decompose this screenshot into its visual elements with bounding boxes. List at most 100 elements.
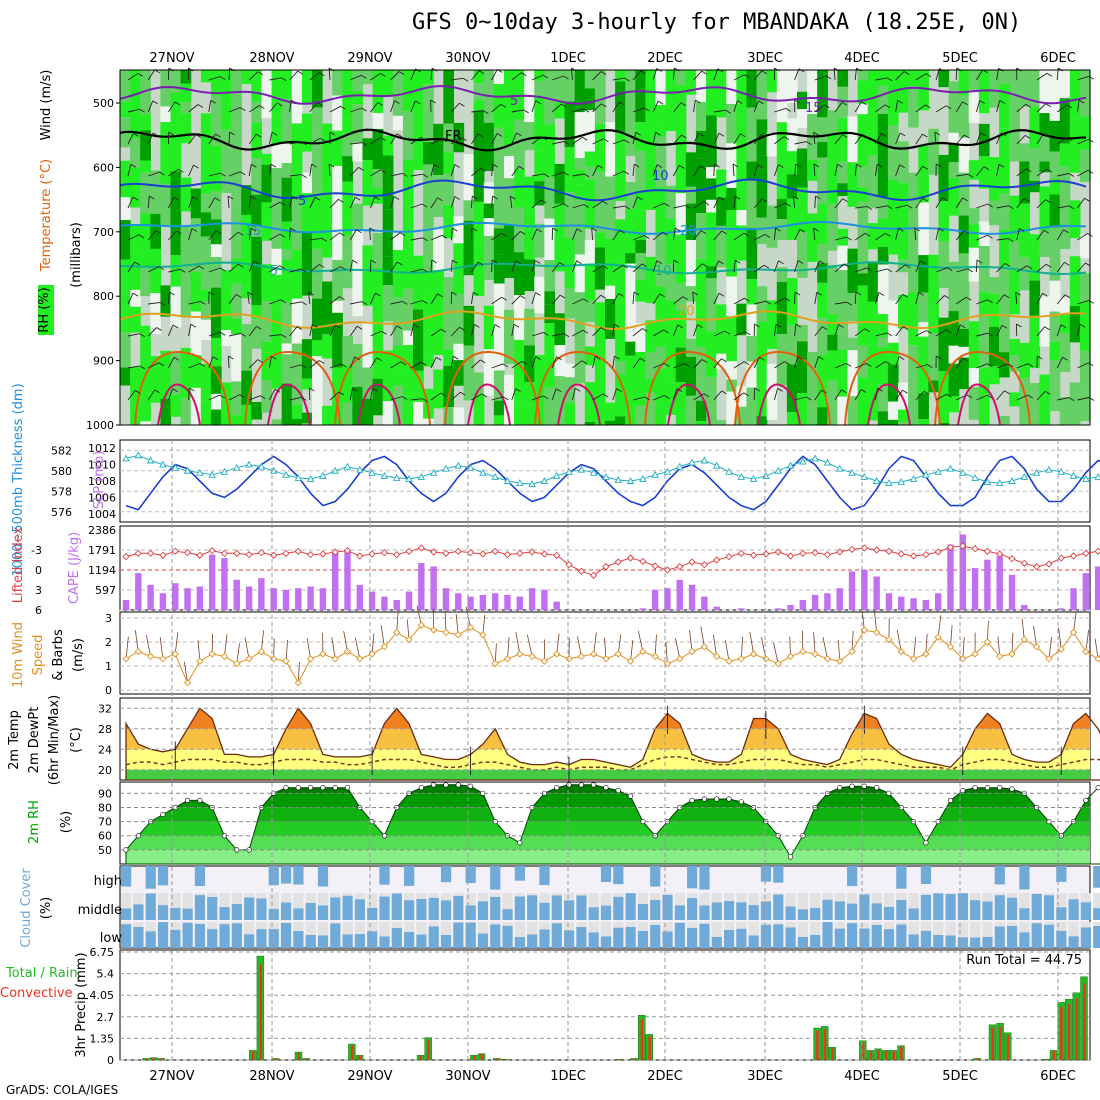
wind-barb-flag bbox=[430, 99, 436, 104]
wind-barb bbox=[531, 292, 536, 305]
lifted-index-line-marker bbox=[996, 550, 1004, 558]
cloud-cell bbox=[231, 903, 242, 920]
precip-conv-bar bbox=[884, 1051, 888, 1060]
cloud-cell bbox=[514, 937, 525, 948]
wind-barb bbox=[1036, 72, 1048, 81]
slp-tick-label: 1008 bbox=[88, 475, 116, 488]
wind-barb-flag bbox=[1064, 262, 1070, 266]
thickness-line-marker bbox=[725, 467, 733, 475]
cloud-cell bbox=[588, 907, 599, 920]
wind-barb bbox=[450, 137, 462, 145]
wind-barb-flag bbox=[354, 196, 361, 201]
wind-barb bbox=[1036, 168, 1048, 177]
wind-barb bbox=[471, 133, 479, 145]
lifted-index-line-marker bbox=[134, 549, 142, 557]
contour-25 bbox=[244, 350, 341, 426]
wind-barb-flag bbox=[795, 163, 802, 168]
cloud-cell bbox=[428, 926, 439, 948]
wind-barb-flag bbox=[1008, 238, 1014, 242]
cloud-cell bbox=[182, 908, 193, 920]
precip-conv-bar bbox=[472, 1055, 476, 1060]
rh-cell bbox=[483, 182, 495, 204]
cloud-cell bbox=[477, 933, 489, 948]
rh-cell bbox=[160, 285, 172, 303]
cloud-cell bbox=[1043, 924, 1055, 948]
rh-cell bbox=[1039, 207, 1051, 231]
pressure-tick-label: 600 bbox=[93, 161, 114, 174]
lifted-index-line-marker bbox=[1008, 555, 1016, 563]
cloud-cell bbox=[736, 928, 747, 948]
thickness-line-marker bbox=[577, 465, 586, 473]
wind-barb-flag bbox=[149, 195, 155, 200]
rh-cell bbox=[978, 70, 990, 114]
rh-cell bbox=[231, 121, 242, 167]
rh-cell bbox=[847, 162, 859, 207]
rh-cell bbox=[241, 323, 252, 371]
wind-speed-line-marker bbox=[1082, 647, 1090, 656]
cloud-gap bbox=[207, 893, 218, 898]
rh-cell bbox=[372, 112, 384, 129]
rh-cell bbox=[766, 363, 778, 391]
wind-barb bbox=[693, 263, 703, 273]
cloud-cell bbox=[564, 900, 575, 920]
cloud-cell bbox=[317, 905, 329, 920]
wind-barb bbox=[268, 389, 276, 401]
wind-barb-flag bbox=[481, 393, 488, 398]
cloud-cell bbox=[490, 866, 501, 890]
cloud-cell bbox=[760, 866, 772, 882]
rh-cell bbox=[726, 227, 737, 277]
rh-cell bbox=[716, 304, 727, 354]
rh-cell bbox=[948, 311, 960, 346]
wind-barb-flag bbox=[1088, 138, 1094, 143]
rh-cell bbox=[665, 300, 677, 316]
rh-cell bbox=[867, 155, 879, 190]
thickness-line-marker bbox=[294, 473, 303, 481]
wind-barb bbox=[309, 237, 322, 241]
rh-cell bbox=[221, 316, 232, 331]
rh-cell bbox=[362, 138, 374, 161]
rh-cell bbox=[120, 292, 131, 333]
rh-cell bbox=[322, 334, 333, 359]
wind-barb bbox=[673, 134, 682, 145]
wind-barb bbox=[208, 133, 216, 145]
wind-barb-flag bbox=[219, 331, 226, 336]
lifted-index-line-marker bbox=[639, 557, 647, 565]
rh-cell bbox=[685, 239, 697, 274]
wind-barb bbox=[855, 363, 867, 369]
contour-25 bbox=[534, 350, 631, 426]
rh-cell bbox=[807, 351, 818, 406]
wind-barb bbox=[834, 301, 847, 305]
wind-barb-flag bbox=[591, 227, 597, 232]
cape-bar bbox=[405, 591, 413, 610]
wind-barb-flag bbox=[860, 389, 867, 393]
wind-barb-flag bbox=[637, 196, 643, 201]
wind-barb bbox=[188, 324, 192, 337]
wind-barb-flag bbox=[684, 363, 690, 367]
wind-barb-flag bbox=[846, 236, 852, 241]
wind-barb-flag bbox=[864, 328, 870, 333]
rh-cell bbox=[221, 382, 232, 406]
wind-barb bbox=[329, 105, 341, 113]
slp-tick-label: 1010 bbox=[88, 459, 116, 472]
surface-wind-barb bbox=[577, 636, 582, 657]
wind-speed-line-marker bbox=[417, 621, 425, 629]
cloud-cell bbox=[539, 929, 550, 948]
rh-cell bbox=[564, 363, 576, 378]
rh-cell bbox=[594, 124, 606, 151]
rh-cell bbox=[130, 366, 141, 399]
rh-cell bbox=[645, 392, 657, 410]
wind-barb-flag bbox=[173, 196, 180, 201]
wind-barb bbox=[248, 359, 259, 369]
wind-speed-line-marker bbox=[393, 628, 401, 637]
rh-cell bbox=[311, 356, 323, 389]
rh-cell bbox=[685, 273, 697, 287]
wind-barb-flag bbox=[500, 103, 507, 108]
rh-cell bbox=[1049, 179, 1061, 195]
rh-cell bbox=[796, 91, 808, 110]
wind-barb bbox=[632, 328, 643, 337]
wind-barb-flag bbox=[518, 165, 525, 170]
wind-barb-flag bbox=[437, 197, 443, 202]
cloud-gap bbox=[305, 893, 316, 903]
cloud-cell bbox=[157, 922, 169, 948]
wind-barb-flag bbox=[886, 77, 893, 82]
